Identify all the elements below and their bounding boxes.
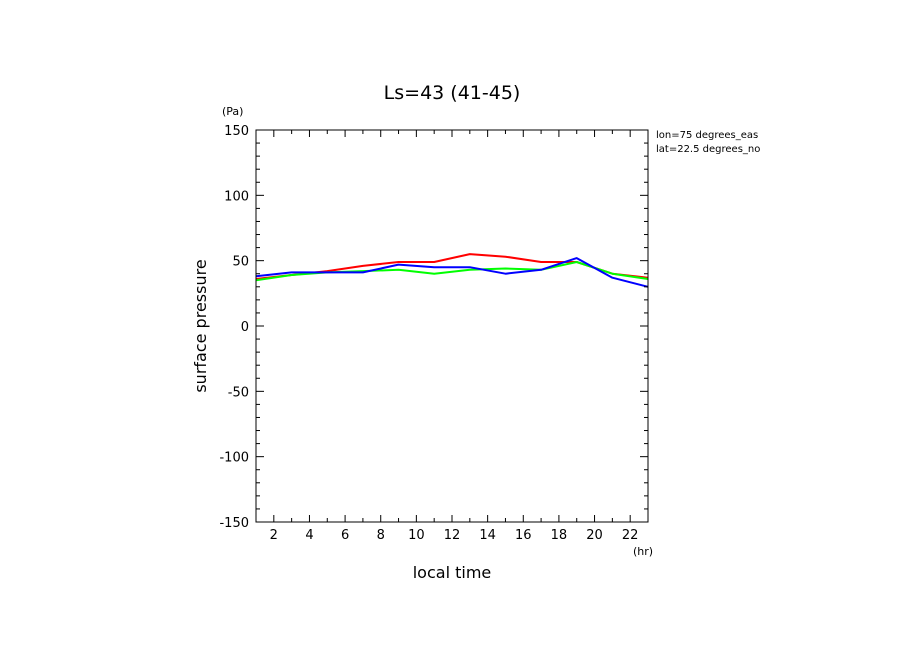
y-tick-label: -50 [228, 385, 249, 400]
x-tick-label: 12 [444, 528, 461, 543]
y-tick-label: -150 [219, 516, 249, 531]
x-unit-label: (hr) [633, 545, 653, 558]
annotation-lat: lat=22.5 degrees_no [656, 144, 760, 155]
y-tick-label: -100 [219, 451, 249, 466]
y-tick-label: 50 [232, 255, 249, 270]
x-tick-label: 10 [408, 528, 425, 543]
y-axis-label: surface pressure [191, 259, 210, 392]
x-tick-label: 16 [515, 528, 532, 543]
chart-title: Ls=43 (41-45) [384, 82, 521, 104]
y-unit-label: (Pa) [222, 105, 243, 118]
x-tick-label: 18 [551, 528, 568, 543]
x-tick-label: 20 [586, 528, 603, 543]
x-axis-label: local time [413, 563, 492, 582]
y-tick-label: 100 [224, 189, 249, 204]
x-tick-label: 8 [377, 528, 385, 543]
x-tick-label: 22 [622, 528, 639, 543]
x-tick-label: 2 [270, 528, 278, 543]
x-tick-label: 6 [341, 528, 349, 543]
series-line-3 [255, 257, 649, 288]
plot-frame [255, 129, 649, 523]
x-tick-label: 4 [305, 528, 313, 543]
annotation-lon: lon=75 degrees_eas [656, 130, 758, 141]
y-tick-label: 0 [241, 320, 249, 335]
y-tick-label: 150 [224, 124, 249, 139]
x-tick-label: 14 [479, 528, 496, 543]
